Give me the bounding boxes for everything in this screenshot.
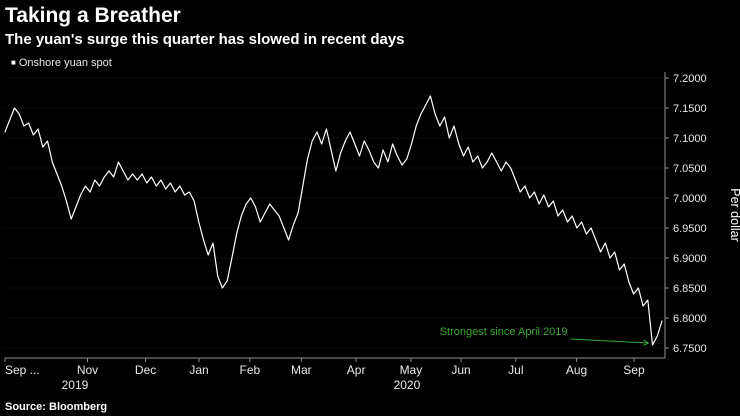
svg-text:7.0500: 7.0500 — [673, 163, 707, 175]
svg-text:7.1000: 7.1000 — [673, 133, 707, 145]
svg-text:7.2000: 7.2000 — [673, 73, 707, 85]
svg-text:May: May — [400, 363, 423, 377]
svg-text:Sep ...: Sep ... — [5, 363, 40, 377]
svg-text:Jul: Jul — [508, 363, 523, 377]
svg-text:6.7500: 6.7500 — [673, 343, 707, 355]
svg-text:Jun: Jun — [451, 363, 470, 377]
svg-text:2019: 2019 — [62, 378, 89, 392]
svg-text:Sep: Sep — [623, 363, 645, 377]
svg-text:6.8000: 6.8000 — [673, 313, 707, 325]
svg-text:7.1500: 7.1500 — [673, 103, 707, 115]
legend-label: Onshore yuan spot — [18, 57, 112, 69]
svg-text:Nov: Nov — [77, 363, 98, 377]
svg-text:Strongest since April 2019: Strongest since April 2019 — [440, 326, 568, 338]
svg-text:6.9500: 6.9500 — [673, 223, 707, 235]
chart-legend: ■ Onshore yuan spot — [11, 56, 740, 70]
svg-text:Aug: Aug — [566, 363, 587, 377]
svg-text:6.9000: 6.9000 — [673, 253, 707, 265]
svg-text:6.8500: 6.8500 — [673, 283, 707, 295]
svg-text:2020: 2020 — [394, 378, 421, 392]
svg-text:Dec: Dec — [135, 363, 156, 377]
svg-text:Per dollar: Per dollar — [728, 188, 740, 242]
chart-title: Taking a Breather — [5, 4, 181, 27]
svg-text:Mar: Mar — [291, 363, 312, 377]
svg-text:Feb: Feb — [240, 363, 261, 377]
svg-text:Jan: Jan — [189, 363, 208, 377]
source-credit: Source: Bloomberg — [5, 401, 108, 413]
svg-text:7.0000: 7.0000 — [673, 193, 707, 205]
chart-subtitle: The yuan's surge this quarter has slowed… — [5, 31, 405, 48]
svg-text:Apr: Apr — [347, 363, 366, 377]
chart-header: Taking a Breather The yuan's surge this … — [0, 0, 740, 70]
legend-square-icon: ■ — [11, 58, 16, 67]
yuan-spot-line-chart: 7.2000 7.1500 7.1000 7.0500 7.0000 6.9500 6.90… — [4, 72, 740, 392]
